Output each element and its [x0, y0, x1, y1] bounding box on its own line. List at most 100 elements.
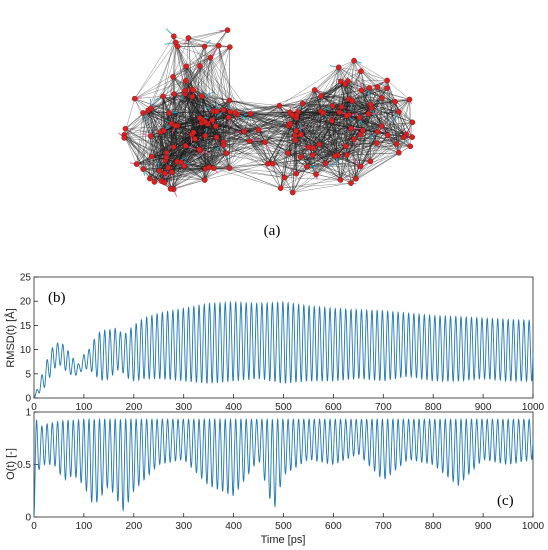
network-edge — [313, 147, 317, 175]
network-edge — [205, 109, 224, 123]
network-edge — [331, 67, 339, 121]
network-edge — [229, 168, 297, 174]
network-edge — [292, 147, 314, 193]
network-edge — [201, 96, 245, 132]
network-edge — [359, 111, 399, 118]
network-edge — [250, 113, 301, 158]
network-edge — [352, 100, 360, 118]
network-edge — [229, 100, 251, 114]
network-edge — [181, 120, 213, 163]
order-y-tick-label: 1 — [25, 408, 31, 419]
network-node — [140, 110, 146, 116]
network-edge — [147, 110, 167, 158]
network-node — [241, 128, 248, 135]
network-edge — [331, 100, 353, 121]
network-node — [396, 149, 402, 156]
network-node — [182, 143, 189, 149]
network-edge — [210, 57, 214, 112]
network-node — [367, 101, 374, 108]
network-node — [320, 110, 327, 116]
network-edge — [184, 90, 186, 146]
network-edge — [151, 93, 175, 157]
network-edge — [151, 145, 224, 157]
network-edge — [249, 141, 314, 156]
network-edge — [360, 71, 388, 81]
network-node — [121, 135, 128, 141]
network-edge — [325, 120, 332, 164]
network-node — [378, 123, 385, 129]
network-node — [255, 127, 262, 133]
network-edge — [369, 87, 378, 132]
network-edge — [346, 113, 369, 156]
network-edge — [244, 131, 296, 141]
network-edge — [218, 30, 228, 46]
network-node — [226, 165, 233, 172]
network-edge — [295, 140, 361, 167]
network-edge — [150, 66, 187, 109]
network-edge — [223, 145, 273, 164]
network-node — [353, 175, 359, 182]
network-node — [269, 160, 276, 167]
network-edge — [249, 113, 251, 142]
order-x-tick-label: 300 — [175, 521, 192, 532]
network-nodes — [121, 27, 416, 196]
network-node — [167, 186, 174, 192]
network-edge — [172, 76, 206, 123]
network-edge — [288, 120, 332, 154]
network-node — [202, 132, 209, 139]
network-edge — [398, 111, 413, 138]
network-node — [344, 152, 350, 158]
rmsd-y-tick-label: 20 — [20, 297, 32, 308]
network-edge — [346, 86, 378, 116]
network-edge — [258, 129, 301, 158]
network-node — [323, 160, 329, 167]
network-edge — [205, 135, 250, 142]
rmsd-x-tick-label: 0 — [31, 402, 37, 413]
network-node — [342, 81, 349, 87]
network-edge — [124, 137, 167, 158]
network-node — [151, 179, 158, 185]
network-node — [357, 131, 364, 138]
network-edge — [124, 135, 151, 139]
network-edge — [280, 179, 341, 189]
network-edge — [166, 120, 204, 158]
rmsd-x-tick-label: 1000 — [522, 402, 545, 413]
network-edge — [387, 134, 413, 138]
network-edge — [244, 131, 302, 135]
network-edge — [280, 182, 351, 189]
network-edge — [171, 123, 245, 132]
network-edge — [213, 167, 285, 178]
network-edge — [188, 29, 228, 39]
panel-b-label: (b) — [48, 290, 66, 306]
network-node — [225, 114, 232, 121]
network-node — [227, 108, 233, 115]
network-edge — [313, 89, 315, 148]
network-edge — [124, 137, 165, 174]
network-edge — [350, 130, 363, 184]
rmsd-series-line — [33, 300, 534, 399]
network-edge — [134, 66, 187, 99]
network-edge — [134, 98, 151, 137]
network-edge — [203, 120, 245, 132]
network-edge — [360, 134, 399, 153]
network-node — [171, 91, 177, 97]
network-edge — [369, 87, 405, 138]
network-edge — [381, 125, 399, 153]
network-edge — [210, 57, 218, 112]
network-node — [366, 85, 372, 91]
network-edge — [296, 115, 327, 164]
network-node — [311, 87, 318, 93]
network-node — [170, 144, 177, 150]
order-x-tick-label: 200 — [125, 521, 142, 532]
network-edge — [300, 134, 361, 158]
network-node — [406, 96, 413, 103]
rmsd-x-tick-label: 400 — [225, 402, 242, 413]
network-edge — [267, 163, 293, 193]
network-edge — [175, 125, 209, 168]
network-edge — [191, 89, 201, 151]
network-edge — [229, 100, 280, 106]
network-edge — [244, 125, 289, 132]
network-edge — [124, 125, 178, 135]
network-edge — [288, 106, 342, 154]
network-node — [287, 120, 294, 127]
